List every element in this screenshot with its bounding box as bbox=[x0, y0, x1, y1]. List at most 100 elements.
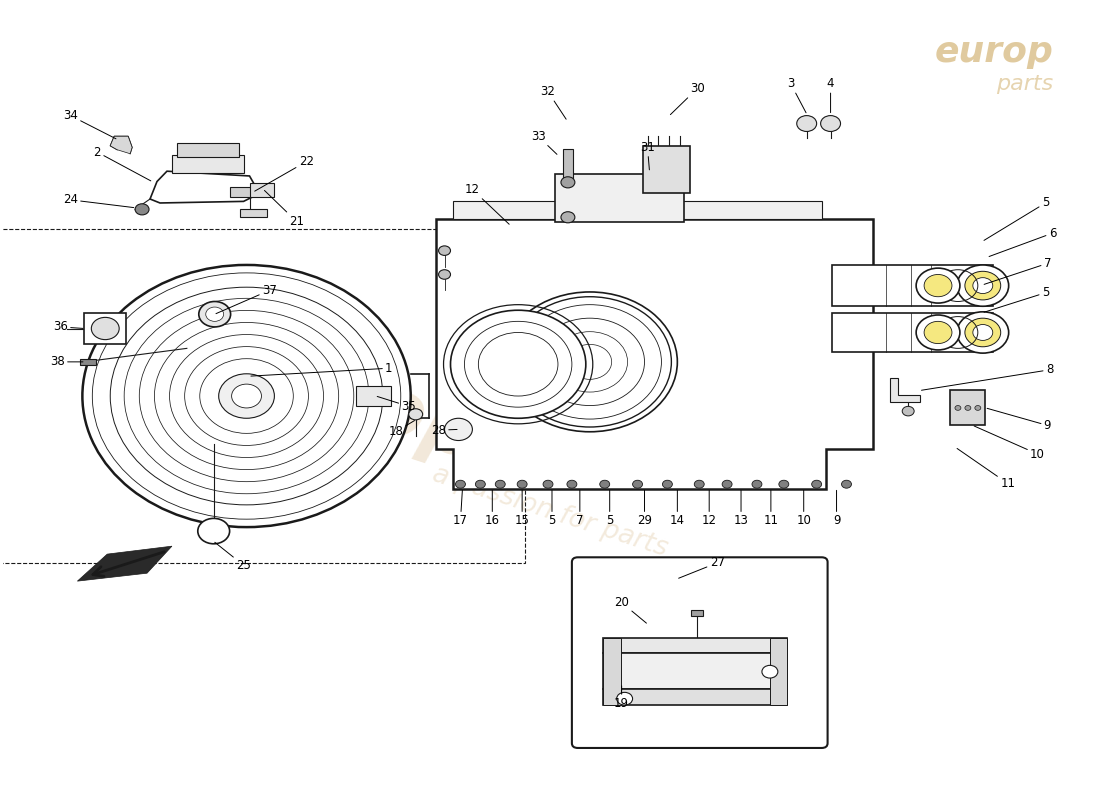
Text: 9: 9 bbox=[833, 490, 840, 527]
Bar bbox=[250, 183, 274, 198]
Circle shape bbox=[439, 270, 451, 279]
Bar bbox=[642, 146, 691, 194]
Circle shape bbox=[82, 265, 410, 527]
Text: 10: 10 bbox=[796, 490, 811, 527]
Circle shape bbox=[561, 177, 575, 188]
Text: parts: parts bbox=[997, 74, 1054, 94]
Bar bbox=[80, 358, 97, 365]
Polygon shape bbox=[603, 654, 786, 689]
Circle shape bbox=[779, 480, 789, 488]
Circle shape bbox=[219, 374, 274, 418]
Circle shape bbox=[475, 480, 485, 488]
Text: 4: 4 bbox=[827, 78, 834, 113]
Text: 9: 9 bbox=[987, 408, 1052, 432]
Circle shape bbox=[924, 322, 952, 343]
Circle shape bbox=[694, 480, 704, 488]
Text: 8: 8 bbox=[922, 363, 1053, 390]
Circle shape bbox=[517, 480, 527, 488]
Text: 11: 11 bbox=[957, 449, 1015, 490]
Polygon shape bbox=[150, 171, 260, 203]
Text: 16: 16 bbox=[485, 490, 499, 527]
Text: 14: 14 bbox=[670, 490, 685, 527]
Text: 32: 32 bbox=[540, 86, 566, 119]
Text: 5: 5 bbox=[606, 490, 614, 527]
Polygon shape bbox=[603, 638, 620, 705]
Circle shape bbox=[561, 212, 575, 223]
Text: 24: 24 bbox=[63, 194, 134, 207]
Circle shape bbox=[444, 418, 472, 441]
Bar bbox=[556, 174, 684, 222]
Circle shape bbox=[722, 480, 733, 488]
Circle shape bbox=[965, 406, 971, 410]
Text: 33: 33 bbox=[530, 130, 557, 154]
Text: 7: 7 bbox=[576, 490, 584, 527]
Circle shape bbox=[972, 278, 993, 294]
Circle shape bbox=[752, 480, 762, 488]
Bar bbox=[0, 229, 525, 563]
Bar bbox=[230, 187, 252, 197]
Circle shape bbox=[975, 406, 981, 410]
Circle shape bbox=[198, 518, 230, 544]
Text: 36: 36 bbox=[53, 321, 82, 334]
Text: 25: 25 bbox=[214, 542, 251, 572]
Text: 37: 37 bbox=[216, 284, 277, 314]
Circle shape bbox=[965, 271, 1001, 300]
Circle shape bbox=[957, 312, 1009, 353]
Circle shape bbox=[662, 480, 672, 488]
Circle shape bbox=[600, 480, 609, 488]
Text: 34: 34 bbox=[63, 109, 116, 138]
Circle shape bbox=[842, 480, 851, 488]
Circle shape bbox=[199, 302, 231, 327]
Text: 12: 12 bbox=[465, 183, 509, 224]
Text: 7: 7 bbox=[984, 257, 1052, 284]
Circle shape bbox=[455, 480, 465, 488]
Circle shape bbox=[972, 325, 993, 341]
Text: 22: 22 bbox=[255, 155, 314, 191]
Circle shape bbox=[409, 409, 422, 420]
Text: a passion for parts: a passion for parts bbox=[429, 461, 671, 562]
Bar bbox=[85, 313, 126, 344]
Text: 31: 31 bbox=[640, 141, 654, 170]
Text: 10: 10 bbox=[975, 426, 1045, 461]
Polygon shape bbox=[770, 638, 786, 705]
Bar bbox=[177, 142, 239, 157]
Text: 18: 18 bbox=[388, 421, 415, 438]
Circle shape bbox=[451, 310, 586, 418]
Text: 30: 30 bbox=[670, 82, 705, 114]
Circle shape bbox=[924, 274, 952, 297]
Circle shape bbox=[439, 246, 451, 255]
Text: europ: europ bbox=[216, 322, 491, 478]
Text: 20: 20 bbox=[614, 596, 647, 623]
Text: 2: 2 bbox=[94, 146, 151, 181]
Bar bbox=[563, 149, 573, 182]
Circle shape bbox=[965, 318, 1001, 346]
Text: 35: 35 bbox=[377, 397, 416, 413]
Bar bbox=[950, 390, 984, 426]
Circle shape bbox=[135, 204, 149, 215]
Circle shape bbox=[91, 318, 119, 340]
FancyBboxPatch shape bbox=[572, 558, 827, 748]
Text: 28: 28 bbox=[431, 424, 458, 437]
Circle shape bbox=[916, 315, 960, 350]
Circle shape bbox=[821, 115, 840, 131]
Polygon shape bbox=[77, 546, 172, 581]
Text: 29: 29 bbox=[637, 490, 652, 527]
Text: 6: 6 bbox=[989, 226, 1056, 257]
Text: 15: 15 bbox=[515, 490, 529, 527]
Text: 19: 19 bbox=[614, 686, 629, 710]
Polygon shape bbox=[603, 638, 786, 654]
Text: 12: 12 bbox=[702, 490, 717, 527]
Circle shape bbox=[957, 265, 1009, 306]
Bar bbox=[172, 155, 243, 173]
Circle shape bbox=[566, 480, 576, 488]
Text: 1: 1 bbox=[251, 362, 393, 376]
Polygon shape bbox=[436, 219, 873, 489]
Bar bbox=[356, 386, 390, 406]
Circle shape bbox=[812, 480, 822, 488]
Circle shape bbox=[617, 692, 632, 705]
Polygon shape bbox=[110, 136, 132, 154]
Bar bbox=[691, 610, 703, 616]
Polygon shape bbox=[603, 689, 786, 705]
Bar bbox=[832, 265, 993, 306]
Circle shape bbox=[543, 480, 553, 488]
